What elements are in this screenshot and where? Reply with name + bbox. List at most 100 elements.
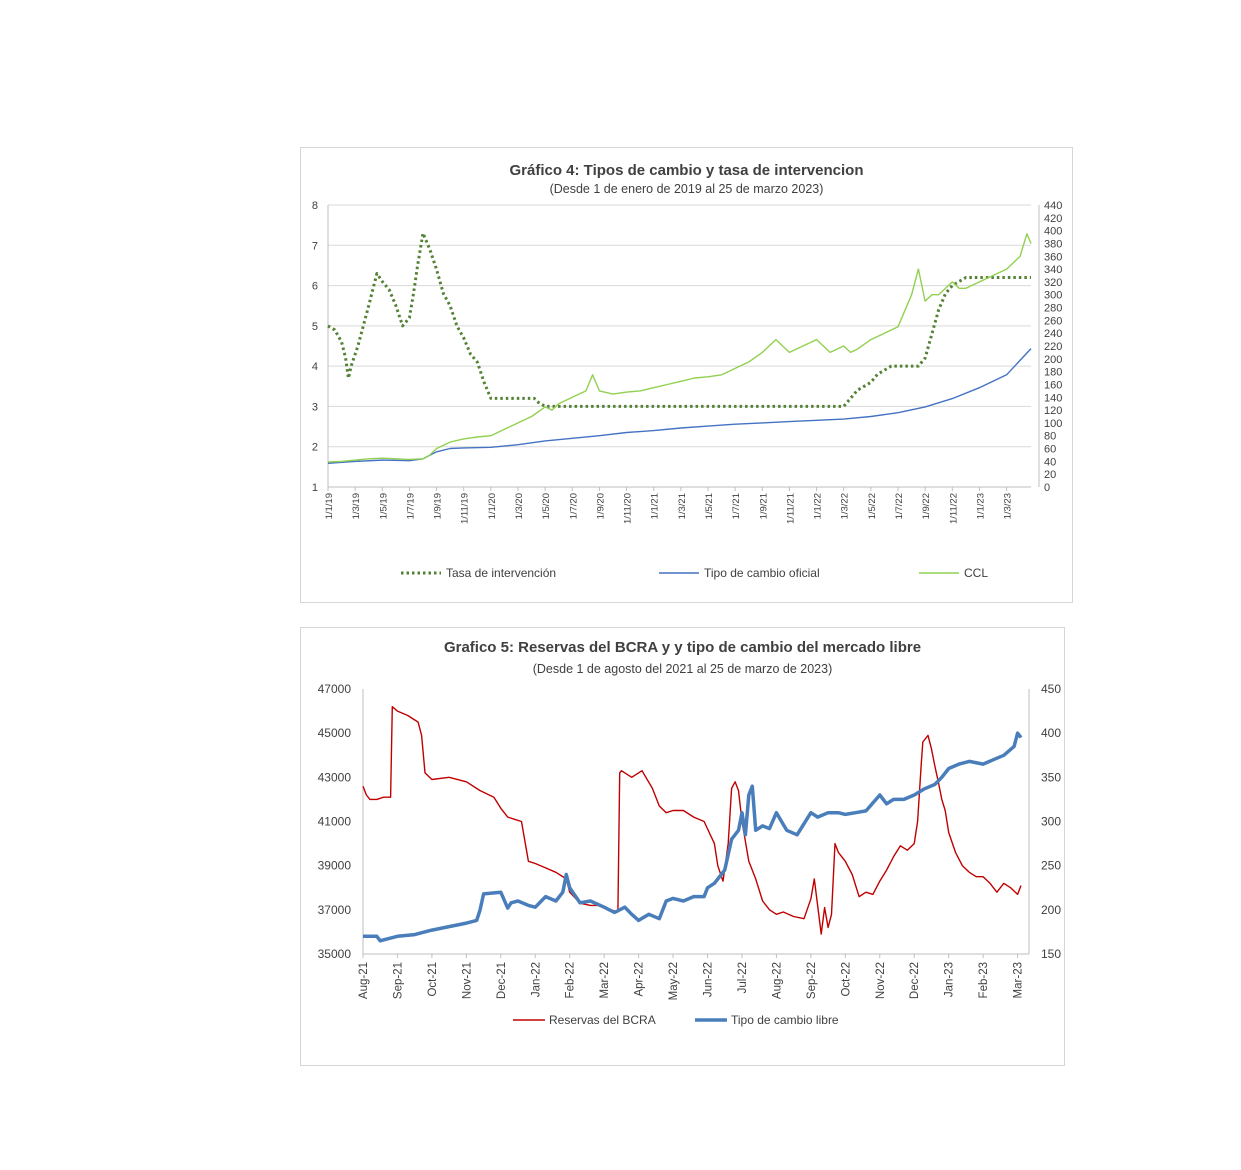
x-tick-label: Jul-22 [737,962,749,993]
y-right-tick-label: 240 [1044,328,1062,340]
y-right-tick-label: 0 [1044,482,1050,494]
y-left-tick-label: 45000 [318,726,352,740]
x-tick-label: Aug-22 [771,962,783,999]
x-tick-label: Dec-21 [496,962,508,999]
legend-label: Tipo de cambio libre [731,1013,839,1027]
x-tick-label: 1/5/19 [378,493,389,519]
y-left-tick-label: 47000 [318,682,352,696]
y-left-tick-label: 35000 [318,947,352,961]
y-left-tick-label: 7 [312,240,318,252]
series-line-0 [362,706,1022,935]
y-right-tick-label: 180 [1044,367,1062,379]
x-tick-label: Sep-22 [806,962,818,999]
x-tick-label: 1/1/21 [650,493,661,519]
series-line-2 [327,233,1032,463]
chart-panel-reservas-bcra: Grafico 5: Reservas del BCRA y y tipo de… [300,627,1065,1066]
legend-label: Tipo de cambio oficial [704,566,820,580]
x-tick-label: Mar-22 [599,962,611,998]
y-left-tick-label: 37000 [318,903,352,917]
x-tick-label: 1/11/22 [948,493,959,524]
legend-label: Tasa de intervención [446,566,556,580]
y-left-tick-label: 3 [312,401,318,413]
x-tick-label: Mar-23 [1013,962,1025,998]
y-right-tick-label: 360 [1044,251,1062,263]
legend-label: Reservas del BCRA [549,1013,656,1027]
y-right-tick-label: 300 [1044,290,1062,302]
y-left-tick-label: 5 [312,321,318,333]
series-line-1 [327,348,1032,464]
x-tick-label: 1/9/20 [595,493,606,519]
y-right-tick-label: 450 [1041,682,1061,696]
y-left-tick-label: 8 [312,200,318,212]
x-tick-label: 1/1/22 [813,493,824,519]
x-tick-label: Jan-22 [530,962,542,997]
x-tick-label: 1/11/20 [623,493,634,524]
y-right-tick-label: 380 [1044,238,1062,250]
x-tick-label: 1/1/19 [324,493,335,519]
y-right-tick-label: 60 [1044,444,1056,456]
x-tick-label: 1/5/22 [867,493,878,519]
x-tick-label: 1/1/23 [975,493,986,519]
x-tick-label: 1/1/20 [487,493,498,519]
x-tick-label: 1/7/19 [405,493,416,519]
y-right-tick-label: 40 [1044,456,1056,468]
legend-label: CCL [964,566,988,580]
x-tick-label: May-22 [668,962,680,1000]
chart-subtitle: (Desde 1 de agosto del 2021 al 25 de mar… [532,662,833,676]
y-right-tick-label: 440 [1044,200,1062,212]
x-tick-label: 1/7/21 [731,493,742,519]
y-right-tick-label: 280 [1044,303,1062,315]
series-line-0 [327,231,1031,408]
y-right-tick-label: 160 [1044,379,1062,391]
y-right-tick-label: 220 [1044,341,1062,353]
x-tick-label: Nov-21 [461,962,473,999]
x-tick-label: Feb-22 [565,962,577,998]
y-right-tick-label: 300 [1041,815,1061,829]
x-tick-label: 1/3/19 [351,493,362,519]
chart-title: Gráfico 4: Tipos de cambio y tasa de int… [509,162,864,179]
y-left-tick-label: 41000 [318,815,352,829]
y-right-tick-label: 200 [1041,903,1061,917]
series-line-1 [363,731,1023,943]
x-tick-label: 1/3/22 [840,493,851,519]
x-tick-label: 1/3/20 [514,493,525,519]
y-right-tick-label: 420 [1044,213,1062,225]
x-tick-label: 1/3/21 [677,493,688,519]
x-tick-label: Feb-23 [978,962,990,998]
y-right-tick-label: 350 [1041,770,1061,784]
chart-4-plot: 1234567802040608010012014016018020022024… [312,200,1062,580]
y-right-tick-label: 20 [1044,469,1056,481]
y-left-tick-label: 43000 [318,770,352,784]
chart-subtitle: (Desde 1 de enero de 2019 al 25 de marzo… [549,182,824,196]
x-tick-label: 1/5/20 [541,493,552,519]
y-right-tick-label: 400 [1044,226,1062,238]
y-right-tick-label: 80 [1044,431,1056,443]
chart-panel-tipos-de-cambio: Gráfico 4: Tipos de cambio y tasa de int… [300,147,1073,603]
y-right-tick-label: 320 [1044,277,1062,289]
x-tick-label: 1/11/21 [785,493,796,524]
y-right-tick-label: 260 [1044,315,1062,327]
x-tick-label: Sep-21 [392,962,404,999]
y-left-tick-label: 6 [312,281,318,293]
x-tick-label: Oct-21 [427,962,439,997]
x-tick-label: 1/5/21 [704,493,715,519]
x-tick-label: 1/7/20 [568,493,579,519]
y-right-tick-label: 250 [1041,859,1061,873]
y-left-tick-label: 1 [312,482,318,494]
y-right-tick-label: 120 [1044,405,1062,417]
x-tick-label: 1/9/21 [758,493,769,519]
x-tick-label: 1/9/19 [433,493,444,519]
x-tick-label: Nov-22 [875,962,887,999]
x-tick-label: Apr-22 [634,962,646,997]
y-right-tick-label: 100 [1044,418,1062,430]
x-tick-label: 1/11/19 [460,493,471,524]
y-left-tick-label: 39000 [318,859,352,873]
y-right-tick-label: 340 [1044,264,1062,276]
x-tick-label: Jun-22 [703,962,715,997]
y-left-tick-label: 2 [312,442,318,454]
chart-5-plot: 35000 37000 39000 41000 43000 45000 47000 150 20… [318,682,1062,1027]
x-tick-label: Oct-22 [840,962,852,997]
y-right-tick-label: 140 [1044,392,1062,404]
y-right-tick-label: 150 [1041,947,1061,961]
x-tick-label: 1/9/22 [921,493,932,519]
